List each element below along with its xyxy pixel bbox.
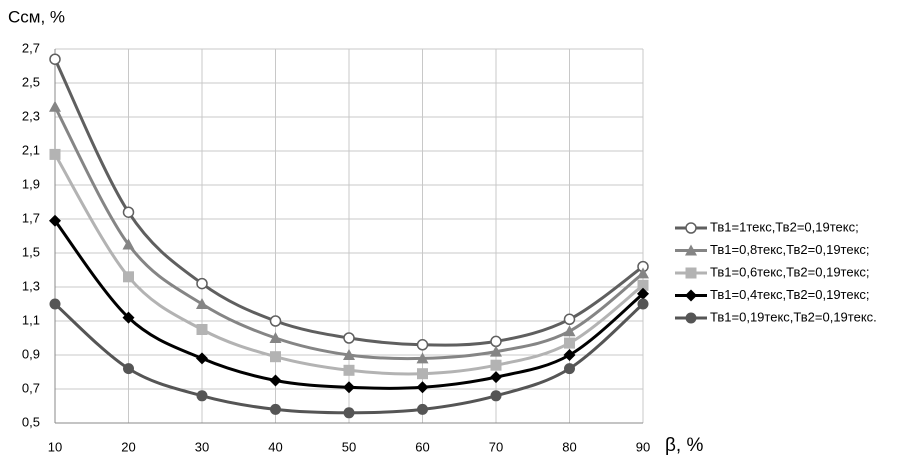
marker bbox=[685, 244, 697, 256]
marker bbox=[490, 335, 502, 348]
marker bbox=[122, 311, 135, 324]
marker bbox=[563, 313, 576, 326]
marker bbox=[196, 277, 208, 290]
marker bbox=[343, 332, 355, 344]
marker bbox=[416, 339, 429, 351]
marker bbox=[637, 287, 649, 300]
legend-label: Тв1=0,4текс,Тв2=0,19текс; bbox=[710, 287, 870, 302]
marker bbox=[490, 345, 502, 357]
marker bbox=[196, 324, 208, 335]
marker bbox=[343, 407, 355, 419]
marker bbox=[49, 298, 61, 310]
marker bbox=[685, 312, 697, 324]
marker bbox=[490, 371, 502, 384]
marker bbox=[269, 332, 282, 343]
marker bbox=[270, 403, 281, 415]
marker bbox=[417, 403, 428, 415]
x-tick-label: 60 bbox=[415, 439, 429, 454]
x-tick-label: 10 bbox=[48, 439, 62, 454]
marker bbox=[196, 390, 208, 402]
x-axis-label: β, % bbox=[665, 435, 703, 456]
marker bbox=[417, 368, 428, 380]
y-tick-label: 0,5 bbox=[22, 414, 40, 429]
marker bbox=[490, 359, 502, 371]
legend-label: Тв1=1текс,Тв2=0,19текс; bbox=[710, 219, 859, 234]
marker bbox=[637, 279, 649, 291]
marker bbox=[564, 363, 575, 375]
marker bbox=[685, 222, 697, 234]
x-tick-label: 50 bbox=[342, 439, 356, 454]
y-tick-label: 0,7 bbox=[22, 380, 40, 395]
marker bbox=[49, 100, 61, 112]
marker bbox=[49, 53, 61, 65]
x-tick-label: 90 bbox=[636, 439, 650, 454]
legend-label: Тв1=0,19текс,Тв2=0,19текс. bbox=[710, 309, 877, 324]
legend-label: Тв1=0,6текс,Тв2=0,19текс; bbox=[710, 264, 870, 279]
marker bbox=[490, 390, 502, 402]
x-tick-label: 40 bbox=[268, 439, 282, 454]
x-tick-label: 30 bbox=[195, 439, 209, 454]
marker bbox=[196, 352, 208, 365]
marker bbox=[49, 148, 61, 160]
marker bbox=[343, 381, 355, 394]
marker bbox=[196, 298, 208, 309]
marker bbox=[122, 238, 135, 250]
marker bbox=[269, 374, 282, 387]
marker bbox=[416, 381, 429, 394]
marker bbox=[343, 349, 355, 360]
y-tick-label: 1,3 bbox=[22, 278, 40, 293]
marker bbox=[416, 352, 429, 364]
y-tick-label: 2,3 bbox=[22, 108, 40, 123]
y-tick-label: 1,1 bbox=[22, 312, 40, 327]
y-tick-label: 2,1 bbox=[22, 142, 40, 157]
marker bbox=[563, 325, 576, 337]
marker bbox=[122, 206, 135, 218]
marker bbox=[563, 349, 576, 361]
marker bbox=[343, 364, 355, 376]
y-axis-label: Ссм, % bbox=[8, 7, 65, 26]
y-tick-label: 0,9 bbox=[22, 346, 40, 361]
marker bbox=[564, 337, 575, 349]
y-tick-label: 1,9 bbox=[22, 176, 40, 191]
x-tick-label: 20 bbox=[121, 439, 135, 454]
y-tick-label: 1,7 bbox=[22, 210, 40, 225]
y-tick-label: 2,7 bbox=[22, 40, 40, 55]
x-tick-label: 80 bbox=[562, 439, 576, 454]
marker bbox=[685, 267, 697, 279]
marker bbox=[49, 214, 61, 227]
marker bbox=[123, 271, 134, 283]
x-tick-label: 70 bbox=[489, 439, 503, 454]
marker bbox=[269, 315, 282, 327]
marker bbox=[637, 298, 649, 310]
marker bbox=[123, 363, 134, 375]
legend-label: Тв1=0,8текс,Тв2=0,19текс; bbox=[710, 242, 870, 257]
y-tick-label: 1,5 bbox=[22, 244, 40, 259]
marker bbox=[270, 351, 281, 363]
y-tick-label: 2,5 bbox=[22, 74, 40, 89]
marker bbox=[637, 267, 649, 279]
marker bbox=[685, 289, 697, 302]
